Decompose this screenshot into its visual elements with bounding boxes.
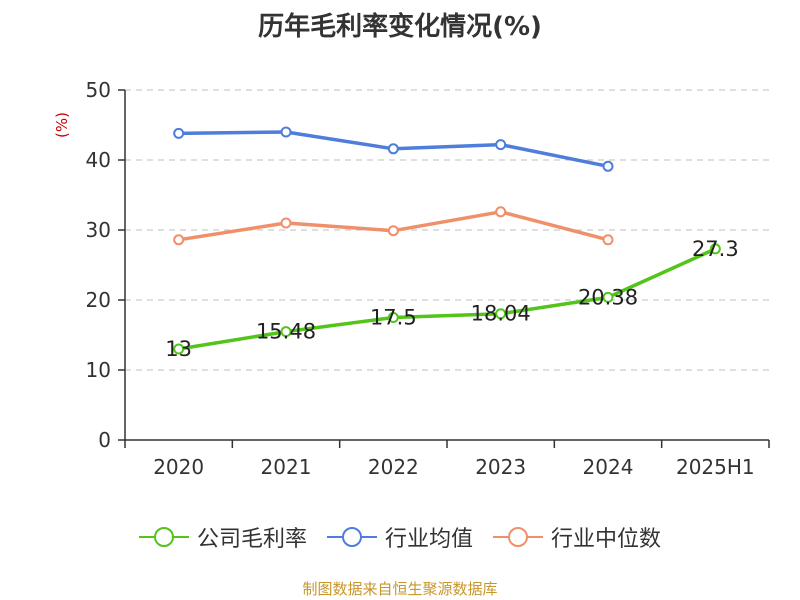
data-point — [495, 308, 507, 320]
data-point — [602, 160, 614, 172]
data-point — [709, 243, 721, 255]
data-point — [387, 312, 399, 323]
data-label: 15.48 — [256, 320, 316, 344]
series-lines — [173, 126, 721, 355]
legend-label: 公司毛利率 — [196, 527, 307, 552]
data-labels: 13 15.48 17.5 18.04 20.38 27.3 — [165, 237, 738, 361]
data-point — [602, 291, 614, 303]
x-tick-label: 2021 — [261, 455, 312, 479]
legend-marker — [138, 527, 189, 547]
x-tick-label: 2023 — [475, 455, 526, 479]
data-point — [602, 234, 614, 246]
data-point — [387, 143, 399, 155]
data-point — [280, 326, 292, 338]
data-label: 27.3 — [692, 237, 739, 261]
data-point — [173, 343, 185, 355]
data-point — [280, 217, 292, 229]
data-point — [173, 127, 185, 139]
legend-item: 公司毛利率 — [138, 521, 307, 553]
series-line — [176, 247, 718, 351]
legend-marker — [493, 527, 543, 547]
y-tick-label: 10 — [86, 358, 111, 382]
x-tick-label: 2022 — [368, 455, 419, 479]
legend-label: 行业均值 — [384, 527, 473, 552]
y-tick-label: 30 — [86, 218, 111, 242]
source-note: 制图数据来自恒生聚源数据库 — [302, 580, 498, 598]
y-tick-label: 20 — [86, 288, 111, 312]
x-tick-label: 2020 — [153, 455, 204, 479]
grid-lines — [125, 89, 769, 371]
data-point — [495, 206, 507, 218]
chart-title: 历年毛利率变化情况(%) — [258, 12, 542, 42]
data-point — [173, 234, 185, 246]
data-label: 17.5 — [370, 306, 417, 330]
legend-label: 行业中位数 — [551, 527, 662, 552]
y-tick-label: 40 — [86, 148, 111, 172]
x-tick-label: 2025H1 — [676, 455, 755, 479]
legend-item: 行业中位数 — [493, 521, 661, 553]
x-tick-label: 2024 — [583, 455, 634, 479]
data-label: 18.04 — [471, 302, 531, 326]
data-label: 13 — [165, 337, 192, 361]
legend-marker — [326, 527, 377, 547]
data-point — [495, 139, 507, 151]
legend-item: 行业均值 — [326, 521, 473, 553]
y-axis-label: (%) — [53, 112, 71, 138]
data-point — [387, 225, 399, 237]
data-point — [280, 126, 292, 138]
data-label: 20.38 — [578, 285, 638, 309]
y-tick-label: 0 — [98, 428, 111, 452]
axes: 0 10 20 30 40 50 2020 2021 2022 2023 2024 2025H1 (%) — [53, 78, 770, 479]
y-tick-label: 50 — [86, 78, 111, 102]
legend: 公司毛利率 行业均值 行业中位数 — [0, 521, 800, 553]
